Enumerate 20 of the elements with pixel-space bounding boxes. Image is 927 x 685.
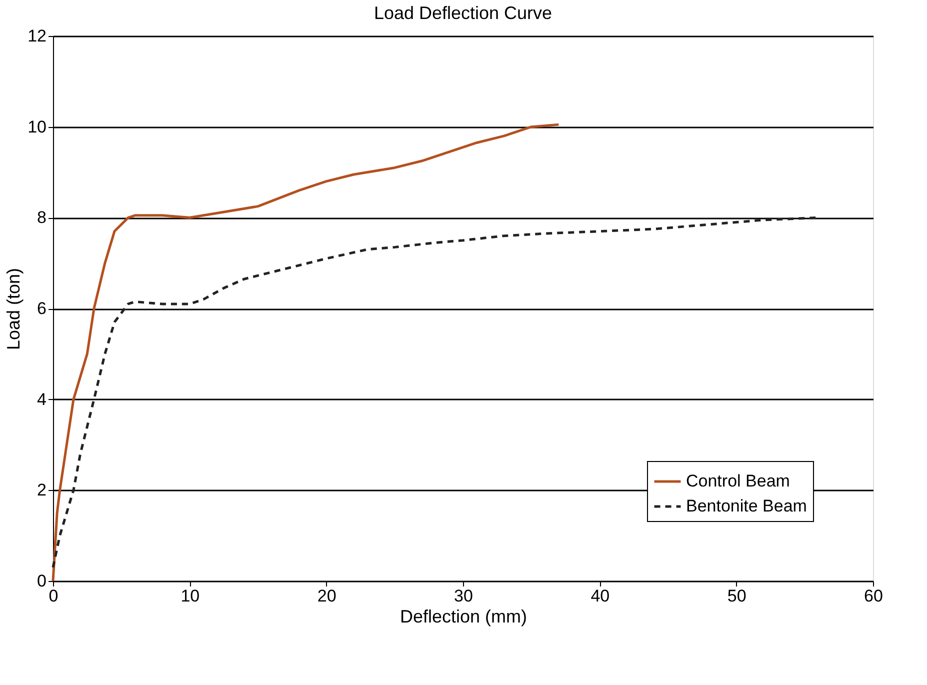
y-tick-label: 0	[37, 572, 46, 590]
y-tick-label: 12	[28, 26, 46, 46]
chart-title: Load Deflection Curve	[374, 3, 552, 23]
x-tick-label: 20	[317, 586, 336, 606]
y-tick-label: 8	[37, 208, 46, 228]
x-tick-label: 30	[454, 586, 473, 606]
line-series	[52, 123, 560, 582]
y-tick-label: 2	[37, 480, 46, 500]
y-tick-label: 10	[28, 117, 46, 136]
x-tick-label: 10	[180, 586, 200, 606]
x-tick-label: 40	[590, 586, 610, 606]
legend-label: Bentonite Beam	[686, 496, 807, 516]
y-tick-label: 4	[37, 390, 46, 409]
y-axis-title: Load (ton)	[4, 268, 24, 350]
x-tick-label: 60	[864, 586, 883, 606]
legend-label: Control Beam	[686, 472, 790, 490]
x-tick-label: 0	[48, 586, 58, 606]
x-axis-title: Deflection (mm)	[400, 606, 528, 626]
y-tick-label: 6	[37, 299, 46, 318]
x-tick-label: 50	[727, 586, 746, 606]
